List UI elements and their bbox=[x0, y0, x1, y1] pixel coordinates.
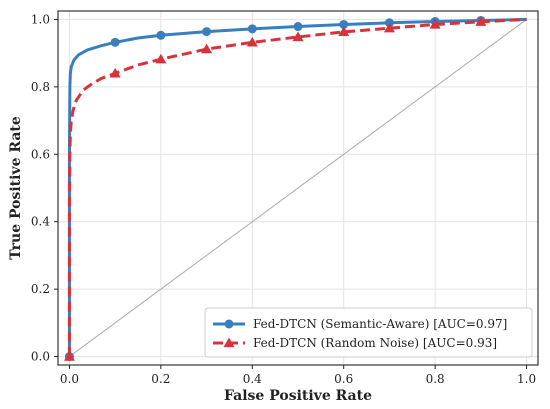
legend: Fed-DTCN (Semantic-Aware) [AUC=0.97] Fed-… bbox=[204, 307, 533, 358]
legend-label: Fed-DTCN (Random Noise) [AUC=0.93] bbox=[253, 336, 497, 350]
data-point bbox=[292, 31, 304, 42]
data-point bbox=[110, 37, 120, 47]
y-tick-label: 1.0 bbox=[31, 12, 50, 26]
data-point bbox=[155, 53, 167, 64]
data-point bbox=[156, 30, 166, 40]
y-tick-label: 0.6 bbox=[31, 147, 50, 161]
x-tick-label: 1.0 bbox=[517, 372, 536, 386]
plot-frame bbox=[57, 10, 539, 366]
data-point bbox=[339, 19, 349, 29]
legend-items: Fed-DTCN (Semantic-Aware) [AUC=0.97] Fed-… bbox=[213, 317, 507, 350]
reference-line bbox=[69, 19, 527, 357]
y-tick-label: 0.4 bbox=[31, 215, 50, 229]
grid bbox=[58, 11, 538, 365]
series-layer bbox=[63, 15, 527, 362]
circle-marker-icon bbox=[224, 319, 234, 329]
data-point bbox=[202, 27, 212, 37]
data-point bbox=[246, 36, 258, 47]
series-line bbox=[67, 17, 527, 357]
data-point bbox=[383, 22, 395, 33]
x-tick-label: 0.4 bbox=[243, 372, 262, 386]
reference-diagonal bbox=[69, 19, 527, 357]
x-tick-labels: 0.0 0.2 0.4 0.6 0.8 1.0 bbox=[60, 372, 536, 386]
y-tick-labels: 0.0 0.2 0.4 0.6 0.8 1.0 bbox=[31, 12, 50, 363]
data-point bbox=[63, 351, 75, 361]
axes bbox=[54, 10, 539, 369]
legend-box bbox=[204, 307, 533, 358]
y-tick-label: 0.0 bbox=[31, 350, 50, 364]
x-axis-title: False Positive Rate bbox=[224, 388, 372, 404]
triangle-marker-icon bbox=[223, 337, 235, 348]
x-tick-label: 0.6 bbox=[334, 372, 353, 386]
legend-entry-2: Fed-DTCN (Random Noise) [AUC=0.93] bbox=[213, 336, 497, 350]
data-point bbox=[201, 43, 213, 54]
y-tick-label: 0.2 bbox=[31, 282, 50, 296]
data-point bbox=[109, 67, 121, 78]
x-tick-label: 0.2 bbox=[151, 372, 170, 386]
data-point bbox=[247, 24, 257, 34]
data-point bbox=[293, 22, 303, 32]
x-tick-label: 0.8 bbox=[426, 372, 445, 386]
legend-label: Fed-DTCN (Semantic-Aware) [AUC=0.97] bbox=[253, 317, 507, 331]
y-axis-title: True Positive Rate bbox=[8, 116, 24, 260]
series-2 bbox=[63, 16, 527, 361]
legend-entry-1: Fed-DTCN (Semantic-Aware) [AUC=0.97] bbox=[213, 317, 507, 331]
y-tick-label: 0.8 bbox=[31, 80, 50, 94]
data-point bbox=[338, 26, 350, 37]
series-1 bbox=[64, 15, 527, 362]
data-point bbox=[475, 16, 487, 26]
data-point bbox=[429, 18, 441, 29]
x-tick-label: 0.0 bbox=[60, 372, 79, 386]
